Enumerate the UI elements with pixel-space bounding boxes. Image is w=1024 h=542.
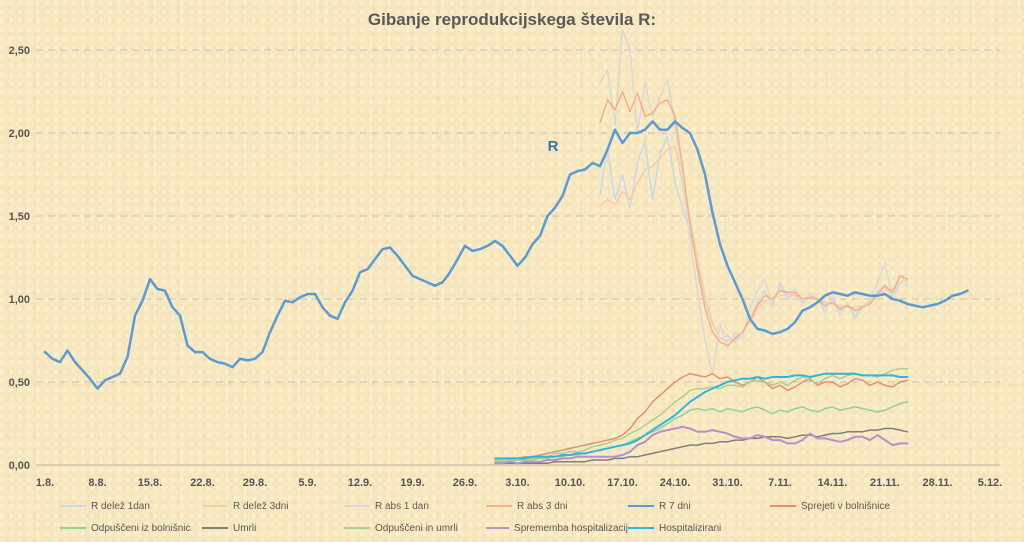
legend-swatch bbox=[60, 527, 86, 529]
x-tick-label: 12.9. bbox=[348, 477, 372, 489]
legend-label: Sprejeti v bolnišnice bbox=[801, 500, 890, 512]
series-line bbox=[494, 427, 909, 465]
legend-label: Odpuščeni iz bolnišnic bbox=[91, 522, 191, 534]
series-line bbox=[599, 145, 909, 342]
series-line bbox=[494, 401, 909, 463]
x-tick-label: 31.10. bbox=[712, 477, 743, 489]
y-tick-label: 2,00 bbox=[9, 128, 30, 140]
annotation-label: R bbox=[548, 138, 559, 155]
legend-item: Sprejeti v bolnišnice bbox=[770, 501, 912, 512]
legend-item: Odpuščeni in umrli bbox=[344, 523, 486, 534]
y-tick-label: 0,50 bbox=[9, 377, 30, 389]
legend-label: Umrli bbox=[233, 522, 257, 534]
legend-label: Odpuščeni in umrli bbox=[375, 522, 458, 534]
series-line bbox=[494, 367, 909, 461]
x-tick-label: 1.8. bbox=[36, 477, 54, 489]
chart-title: Gibanje reprodukcijskega števila R: bbox=[367, 10, 657, 29]
legend-swatch bbox=[770, 505, 796, 507]
legend-swatch bbox=[628, 527, 654, 529]
x-tick-label: 21.11. bbox=[870, 477, 900, 489]
series-line bbox=[494, 372, 909, 460]
legend-label: R abs 1 dan bbox=[375, 500, 429, 512]
x-tick-label: 19.9. bbox=[400, 477, 424, 489]
legend-swatch bbox=[344, 505, 370, 507]
chart-legend: R delež 1dan R delež 3dni R abs 1 dan R abs… bbox=[60, 495, 980, 539]
legend-item: R abs 3 dni bbox=[486, 501, 628, 512]
x-tick-label: 5.12. bbox=[978, 477, 1002, 489]
y-tick-label: 1,50 bbox=[9, 211, 30, 223]
legend-label: R 7 dni bbox=[659, 500, 691, 512]
x-tick-label: 17.10. bbox=[607, 477, 638, 489]
x-tick-label: 26.9. bbox=[453, 477, 477, 489]
x-tick-label: 22.8. bbox=[190, 477, 214, 489]
legend-swatch bbox=[344, 527, 370, 529]
legend-swatch bbox=[628, 505, 654, 507]
x-tick-label: 15.8. bbox=[138, 477, 162, 489]
x-tick-label: 3.10. bbox=[505, 477, 529, 489]
x-tick-label: 28.11. bbox=[923, 477, 953, 489]
legend-label: R abs 3 dni bbox=[517, 500, 568, 512]
x-tick-label: 8.8. bbox=[88, 477, 106, 489]
legend-label: Sprememba hospitalizacij bbox=[514, 522, 628, 534]
legend-item: Umrli bbox=[202, 523, 344, 534]
x-tick-label: 7.11. bbox=[768, 477, 792, 489]
series-line bbox=[599, 29, 909, 375]
y-tick-label: 0,00 bbox=[9, 460, 30, 472]
legend-label: R delež 1dan bbox=[91, 500, 150, 512]
legend-row: Odpuščeni iz bolnišnic Umrli Odpuščeni in … bbox=[60, 517, 980, 539]
x-tick-label: 24.10. bbox=[660, 477, 691, 489]
y-tick-label: 2,50 bbox=[9, 45, 30, 57]
x-tick-label: 5.9. bbox=[298, 477, 316, 489]
legend-swatch bbox=[60, 505, 86, 507]
x-tick-label: 10.10. bbox=[555, 477, 586, 489]
legend-row: R delež 1dan R delež 3dni R abs 1 dan R abs… bbox=[60, 495, 980, 517]
legend-label: Hospitalizirani bbox=[659, 522, 722, 534]
x-tick-label: 29.8. bbox=[243, 477, 267, 489]
legend-swatch bbox=[202, 527, 228, 529]
x-tick-label: 14.11. bbox=[818, 477, 848, 489]
legend-swatch bbox=[202, 505, 228, 507]
legend-item: R abs 1 dan bbox=[344, 501, 486, 512]
legend-swatch bbox=[486, 505, 512, 507]
y-tick-label: 1,00 bbox=[9, 294, 30, 306]
legend-swatch bbox=[486, 527, 510, 529]
series-line bbox=[494, 372, 909, 461]
legend-label: R delež 3dni bbox=[233, 500, 289, 512]
series-line bbox=[43, 120, 969, 390]
legend-item: R delež 3dni bbox=[202, 501, 344, 512]
series-line bbox=[599, 90, 909, 347]
legend-item: Hospitalizirani bbox=[628, 523, 770, 534]
chart-plot: 0,00 0,50 1,00 1,50 2,00 2,50 1.8. 8.8. 15.8. 22.… bbox=[9, 29, 1002, 489]
legend-item: Odpuščeni iz bolnišnic bbox=[60, 523, 202, 534]
series-line bbox=[494, 425, 909, 465]
legend-item: R delež 1dan bbox=[60, 501, 202, 512]
legend-item: R 7 dni bbox=[628, 501, 770, 512]
legend-item: Sprememba hospitalizacij bbox=[486, 523, 628, 534]
